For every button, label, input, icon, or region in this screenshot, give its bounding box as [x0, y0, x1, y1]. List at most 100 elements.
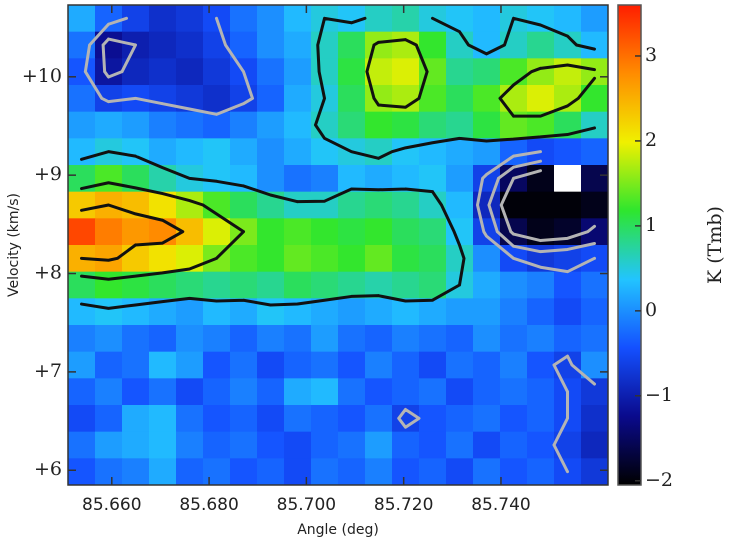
heatmap-cell [68, 431, 96, 459]
heatmap-cell [203, 405, 231, 433]
axes: 85.660 85.680 85.700 85.720 85.740 +6 +7 +8 +9 +1… [22, 4, 673, 515]
heatmap-cell [203, 378, 231, 406]
heatmap-cell [581, 271, 609, 299]
contour-line [80, 203, 185, 262]
heatmap-cell [365, 165, 393, 193]
heatmap-cell [284, 31, 312, 59]
colorbar-tick-label: −2 [645, 469, 673, 491]
heatmap-cell [500, 325, 528, 353]
heatmap-cell [230, 138, 258, 166]
heatmap-cell [122, 431, 150, 459]
heatmap-cell [500, 431, 528, 459]
heatmap-cell [554, 325, 582, 353]
heatmap-cell [365, 218, 393, 246]
heatmap-cell [581, 58, 609, 86]
y-tick-label: +8 [34, 262, 62, 284]
x-tick-label: 85.740 [471, 495, 530, 515]
heatmap-cell [68, 5, 96, 33]
heatmap-cell [500, 58, 528, 86]
heatmap-cell [257, 325, 285, 353]
heatmap-cell [365, 191, 393, 219]
heatmap-cell [311, 218, 339, 246]
heatmap-cell [149, 85, 177, 113]
x-tick-label: 85.700 [277, 495, 336, 515]
heatmap-cell [176, 111, 204, 139]
heatmap-cell [392, 325, 420, 353]
heatmap-cell [446, 191, 474, 219]
heatmap-cell [95, 351, 123, 379]
heatmap-cell [473, 351, 501, 379]
heatmap-cell [338, 58, 366, 86]
heatmap-cell [311, 58, 339, 86]
heatmap-cell [149, 458, 177, 486]
heatmap-cell [446, 378, 474, 406]
heatmap-cell [257, 5, 285, 33]
heatmap-cell [203, 58, 231, 86]
heatmap-cell [581, 111, 609, 139]
heatmap-cell [176, 351, 204, 379]
colorbar-tick-label: 3 [645, 44, 657, 66]
heatmap-cell [419, 405, 447, 433]
heatmap-cell [473, 85, 501, 113]
heatmap-cell [338, 31, 366, 59]
heatmap-cell [419, 351, 447, 379]
heatmap-cell [365, 85, 393, 113]
heatmap-cell [257, 405, 285, 433]
heatmap-cell [203, 298, 231, 326]
heatmap-cell [338, 271, 366, 299]
heatmap-cell [68, 298, 96, 326]
heatmap-cell [311, 378, 339, 406]
heatmap-cell [95, 325, 123, 353]
heatmap-cell [500, 218, 528, 246]
heatmap-cell [500, 378, 528, 406]
heatmap-cell [446, 405, 474, 433]
heatmap-cell [284, 138, 312, 166]
heatmap-cell [257, 138, 285, 166]
heatmap-cell [230, 31, 258, 59]
heatmap-cell [392, 245, 420, 273]
contour-line [80, 16, 596, 310]
heatmap-cell [338, 458, 366, 486]
heatmap-cell [338, 111, 366, 139]
heatmap-cell [68, 85, 96, 113]
heatmap-cell [527, 85, 555, 113]
heatmap-cell [257, 111, 285, 139]
heatmap-cell [473, 271, 501, 299]
heatmap-cell [527, 458, 555, 486]
heatmap-cell [581, 405, 609, 433]
heatmap-cell [68, 351, 96, 379]
heatmap-cell [149, 378, 177, 406]
heatmap-cell [284, 111, 312, 139]
heatmap-cell [554, 58, 582, 86]
heatmap-cell [230, 191, 258, 219]
heatmap-cell [284, 191, 312, 219]
heatmap-cell [311, 165, 339, 193]
heatmap-cell [392, 298, 420, 326]
heatmap-cell [311, 458, 339, 486]
heatmap-cell [203, 85, 231, 113]
heatmap-cell [446, 298, 474, 326]
heatmap-cell [338, 325, 366, 353]
heatmap-cell [365, 5, 393, 33]
heatmap-cell [176, 138, 204, 166]
heatmap-cell [284, 378, 312, 406]
heatmap-cell [311, 351, 339, 379]
heatmap-cell [149, 431, 177, 459]
y-tick-label: +10 [22, 65, 62, 87]
x-tick-label: 85.680 [179, 495, 238, 515]
heatmap-cell [68, 111, 96, 139]
heatmap-cell [365, 351, 393, 379]
heatmap-cell [473, 5, 501, 33]
heatmap-cell [419, 458, 447, 486]
heatmap-cell [554, 5, 582, 33]
heatmap-cell [392, 458, 420, 486]
heatmap-cell [257, 458, 285, 486]
heatmap-cell [149, 245, 177, 273]
heatmap-cell [122, 378, 150, 406]
heatmap-cell [446, 351, 474, 379]
heatmap-cell [176, 458, 204, 486]
heatmap-cell [95, 405, 123, 433]
heatmap-cell [230, 378, 258, 406]
heatmap-cell [176, 31, 204, 59]
heatmap-cell [527, 325, 555, 353]
